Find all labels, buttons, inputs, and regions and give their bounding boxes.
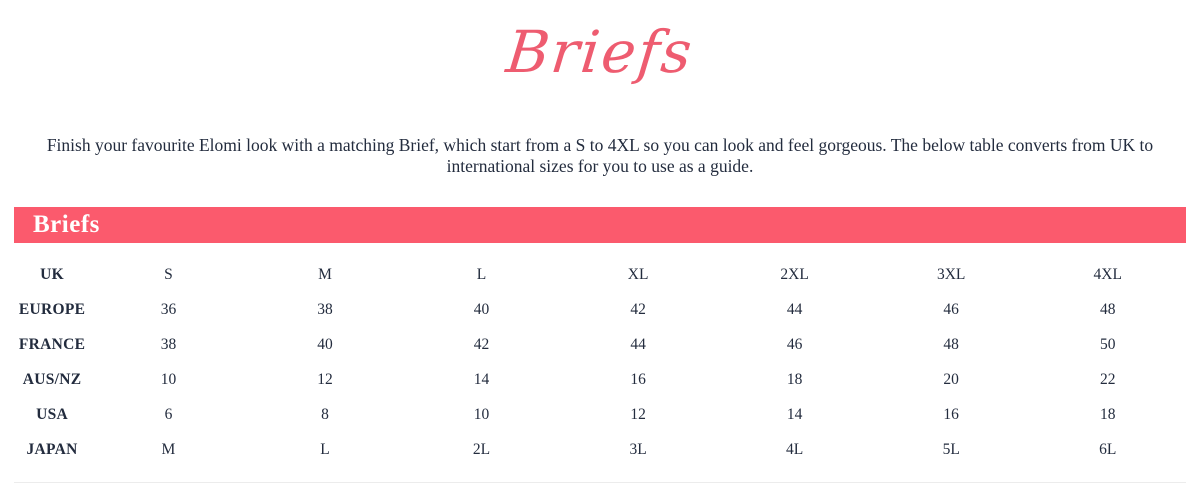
size-cell: 48 [943, 336, 959, 353]
size-cell: 42 [473, 336, 490, 353]
row-label: USA [36, 406, 69, 423]
size-cell: 44 [786, 301, 803, 318]
size-cell: XL [627, 266, 649, 283]
size-cell: 14 [786, 406, 803, 423]
size-cell: 38 [160, 336, 177, 353]
size-cell: 40 [317, 336, 333, 353]
size-cell: 14 [473, 371, 490, 388]
size-cell: 2XL [780, 266, 809, 283]
size-cell: 2L [472, 441, 491, 458]
size-cell: 8 [321, 406, 329, 423]
size-cell: 22 [1099, 371, 1116, 388]
size-cell: 16 [943, 406, 959, 423]
size-cell: 4XL [1093, 266, 1122, 283]
size-cell: 40 [473, 301, 490, 318]
size-cell: L [476, 266, 487, 283]
row-label: JAPAN [26, 441, 78, 458]
row-label: FRANCE [18, 336, 86, 353]
banner-title: Briefs [33, 210, 100, 238]
size-guide-page: Briefs Finish your favourite Elomi look … [0, 16, 1200, 500]
size-cell: L [320, 441, 330, 458]
size-cell: 18 [786, 371, 803, 388]
size-cell: 5L [942, 441, 960, 458]
size-cell: M [161, 441, 176, 458]
size-cell: 3XL [936, 266, 966, 283]
size-cell: 10 [160, 371, 177, 388]
row-label: AUS/NZ [22, 371, 82, 388]
size-cell: 3L [629, 441, 647, 458]
row-label: EUROPE [18, 301, 86, 318]
size-cell: 36 [160, 301, 177, 318]
intro-paragraph: Finish your favourite Elomi look with a … [46, 134, 1154, 176]
size-cell: 18 [1099, 406, 1116, 423]
size-cell: 42 [630, 301, 646, 318]
size-cell: M [318, 266, 332, 283]
size-cell: 4L [786, 441, 804, 458]
size-cell: 6 [164, 406, 173, 423]
size-table-body: UK S M L XL 2XL 3XL 4XL EUROPE 36 38 40 42 44 46 48 FRAN… [14, 258, 1186, 468]
table-row: EUROPE 36 38 40 42 44 46 48 [14, 293, 1186, 328]
table-row: FRANCE 38 40 42 44 46 48 50 [14, 328, 1186, 363]
table-wrapper: UK S M L XL 2XL 3XL 4XL EUROPE 36 38 40 42 44 46 48 FRAN… [14, 243, 1186, 483]
size-cell: 46 [786, 336, 803, 353]
size-cell: 12 [317, 371, 333, 388]
size-cell: 20 [943, 371, 959, 388]
size-cell: 50 [1099, 336, 1116, 353]
size-cell: S [164, 266, 173, 283]
size-cell: 46 [943, 301, 959, 318]
size-cell: 12 [630, 406, 646, 423]
table-row: USA 6 8 10 12 14 16 18 [14, 398, 1186, 433]
table-row: UK S M L XL 2XL 3XL 4XL [14, 258, 1186, 293]
size-cell: 10 [473, 406, 490, 423]
row-label: UK [40, 266, 65, 283]
size-cell: 44 [630, 336, 646, 353]
size-cell: 6L [1099, 441, 1117, 458]
size-conversion-table: UK S M L XL 2XL 3XL 4XL EUROPE 36 38 40 42 44 46 48 FRAN… [14, 258, 1186, 468]
size-cell: 48 [1099, 301, 1116, 318]
size-cell: 38 [317, 301, 333, 318]
section-banner: Briefs [14, 206, 1186, 243]
script-title: Briefs [503, 18, 697, 86]
table-row: AUS/NZ 10 12 14 16 18 20 22 [14, 363, 1186, 398]
size-cell: 16 [630, 371, 646, 388]
table-row: JAPAN M L 2L 3L 4L 5L 6L [14, 433, 1186, 468]
